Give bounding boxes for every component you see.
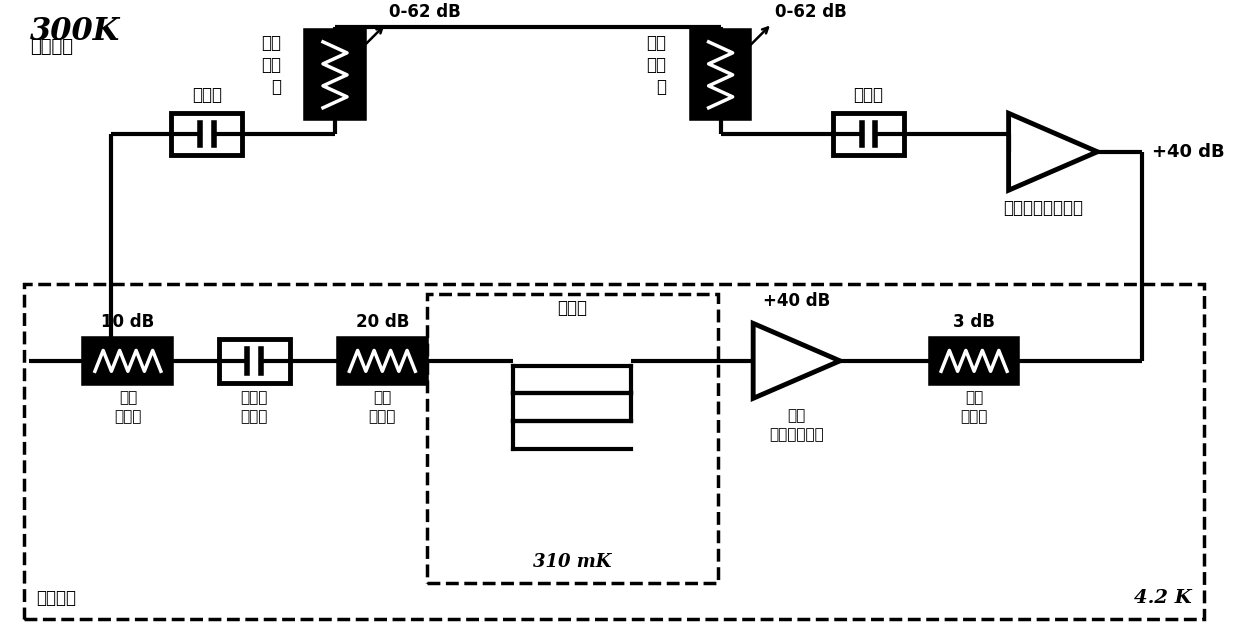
- Bar: [931, 339, 1018, 383]
- Text: 低温
衰减器: 低温 衰减器: [961, 390, 988, 424]
- Text: 低温
衰减器: 低温 衰减器: [114, 390, 141, 424]
- Text: 常温低噪声放大器: 常温低噪声放大器: [1003, 199, 1083, 217]
- Bar: [84, 339, 171, 383]
- Text: 双隔离
隔直器: 双隔离 隔直器: [241, 390, 268, 424]
- Text: 310 mK: 310 mK: [533, 553, 611, 571]
- Bar: [306, 31, 363, 118]
- Text: +40 dB: +40 dB: [1152, 143, 1224, 161]
- Text: 低温
低噪声放大器: 低温 低噪声放大器: [769, 408, 823, 442]
- Text: +40 dB: +40 dB: [763, 292, 831, 310]
- Text: 低温
衰减器: 低温 衰减器: [368, 390, 396, 424]
- Text: 0-62 dB: 0-62 dB: [389, 3, 461, 20]
- Text: 0-62 dB: 0-62 dB: [775, 3, 847, 20]
- Text: 隔直器: 隔直器: [192, 87, 222, 104]
- Bar: [25, 284, 1204, 619]
- Bar: [427, 294, 718, 583]
- Text: 4.2 K: 4.2 K: [1135, 589, 1192, 608]
- Text: 300K: 300K: [30, 16, 120, 47]
- Text: 可调
衰减
器: 可调 衰减 器: [646, 34, 666, 96]
- Text: 3 dB: 3 dB: [954, 313, 994, 331]
- Text: 10 dB: 10 dB: [102, 313, 155, 331]
- Text: 样品盒: 样品盒: [557, 299, 588, 317]
- Bar: [171, 113, 242, 155]
- Bar: [218, 339, 290, 383]
- Text: 20 dB: 20 dB: [356, 313, 409, 331]
- Bar: [339, 339, 425, 383]
- Text: 低温杜瓦: 低温杜瓦: [36, 589, 76, 608]
- Text: 隔直器: 隔直器: [853, 87, 884, 104]
- Text: 可调
衰减
器: 可调 衰减 器: [260, 34, 280, 96]
- Bar: [833, 113, 904, 155]
- Text: 常温环境: 常温环境: [30, 38, 73, 56]
- Bar: [692, 31, 749, 118]
